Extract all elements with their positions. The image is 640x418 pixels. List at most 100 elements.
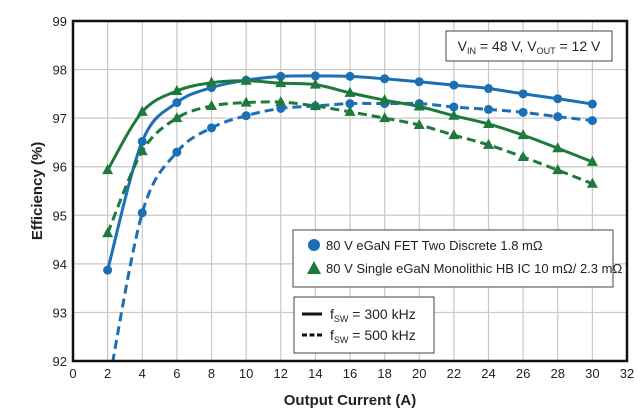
fsw-sub-1: SW: [334, 314, 349, 324]
data-point-circle: [587, 116, 597, 126]
data-point-triangle: [136, 105, 148, 116]
data-point-triangle: [240, 96, 252, 107]
y-axis-label: Efficiency (%): [29, 142, 46, 240]
data-point-triangle: [483, 138, 494, 149]
svg-text:fSW = 300 kHz: fSW = 300 kHz: [330, 306, 416, 324]
data-point-triangle: [379, 112, 391, 123]
x-tick-label: 22: [447, 366, 461, 381]
data-point-triangle: [102, 164, 114, 175]
x-tick-label: 4: [139, 366, 146, 381]
vin-sub: IN: [467, 46, 476, 56]
data-point-circle: [207, 123, 216, 133]
x-tick-label: 24: [481, 366, 495, 381]
data-point-circle: [172, 98, 182, 108]
data-point-circle: [276, 71, 286, 81]
data-point-circle: [484, 84, 493, 94]
data-point-triangle: [240, 74, 252, 85]
x-tick-label: 16: [343, 366, 357, 381]
x-tick-label: 20: [412, 366, 426, 381]
data-point-triangle: [448, 109, 460, 120]
data-point-triangle: [379, 94, 391, 105]
fsw-label-1: = 300 kHz: [348, 306, 415, 322]
data-point-triangle: [552, 142, 564, 153]
data-point-circle: [345, 71, 355, 81]
data-point-triangle: [171, 112, 183, 123]
data-point-circle: [345, 99, 355, 109]
data-point-triangle: [344, 105, 356, 116]
data-point-circle: [380, 74, 390, 84]
data-point-triangle: [275, 96, 287, 107]
data-point-triangle: [552, 164, 564, 175]
x-tick-label: 10: [239, 366, 253, 381]
y-tick-label: 98: [53, 63, 67, 78]
data-point-triangle: [309, 78, 321, 89]
data-point-circle: [553, 94, 563, 104]
data-point-circle: [449, 102, 459, 112]
svg-text:fSW = 500 kHz: fSW = 500 kHz: [330, 327, 416, 345]
x-tick-label: 12: [274, 366, 288, 381]
data-point-circle: [241, 111, 251, 121]
tick-labels: 0 2 4 6 8 10 12 14 16 18 20 22 24 26 28 30 3292939495969…: [53, 14, 635, 381]
x-tick-label: 14: [308, 366, 322, 381]
x-tick-label: 6: [173, 366, 180, 381]
fsw-label-2: = 500 kHz: [348, 327, 415, 343]
y-tick-label: 97: [53, 111, 67, 126]
x-tick-label: 0: [69, 366, 76, 381]
data-point-triangle: [586, 155, 598, 166]
conditions-annotation: VIN = 48 V, VOUT = 12 V: [445, 30, 613, 62]
data-point-circle: [553, 112, 563, 122]
frequency-legend: fSW = 300 kHz fSW = 500 kHz: [293, 296, 435, 354]
series-line-1: [111, 101, 593, 361]
data-point-circle: [103, 265, 113, 275]
data-point-circle: [484, 104, 493, 114]
fsw-sub-2: SW: [334, 335, 349, 345]
data-point-circle: [518, 89, 528, 99]
data-point-triangle: [586, 177, 598, 188]
data-point-triangle: [448, 129, 460, 140]
y-tick-label: 96: [53, 160, 67, 175]
data-point-triangle: [483, 117, 494, 128]
x-tick-label: 28: [551, 366, 565, 381]
y-tick-label: 92: [53, 354, 67, 369]
markers-group: [102, 71, 598, 275]
y-tick-label: 99: [53, 14, 67, 29]
legend-device-2: 80 V Single eGaN Monolithic HB IC 10 mΩ/…: [326, 261, 622, 276]
data-point-triangle: [136, 145, 148, 156]
fsw-prefix-2: f: [330, 327, 334, 343]
data-point-circle: [587, 99, 597, 109]
fsw-prefix-1: f: [330, 306, 334, 322]
data-point-triangle: [275, 77, 287, 88]
legend-triangle-marker: [307, 261, 321, 274]
data-point-triangle: [517, 129, 529, 140]
svg-text:VIN = 48 V, VOUT = 12 V: VIN = 48 V, VOUT = 12 V: [458, 38, 601, 56]
data-point-triangle: [206, 76, 217, 87]
data-point-triangle: [171, 84, 183, 95]
legend-device-1: 80 V eGaN FET Two Discrete 1.8 mΩ: [326, 238, 543, 253]
data-point-triangle: [102, 227, 114, 238]
y-tick-label: 95: [53, 208, 67, 223]
data-point-circle: [137, 208, 147, 218]
data-point-triangle: [517, 151, 529, 161]
x-tick-label: 30: [585, 366, 599, 381]
data-point-triangle: [206, 100, 217, 110]
vout-value: = 12 V: [556, 38, 601, 54]
data-point-circle: [518, 107, 528, 117]
data-point-triangle: [413, 100, 425, 111]
vin-value: = 48 V,: [476, 38, 527, 54]
data-point-circle: [137, 136, 147, 146]
x-tick-label: 2: [104, 366, 111, 381]
data-point-circle: [172, 147, 182, 157]
vout-sub: OUT: [537, 46, 557, 56]
plot-frame: [71, 19, 629, 363]
x-tick-label: 8: [208, 366, 215, 381]
data-point-circle: [310, 71, 320, 81]
data-point-circle: [414, 77, 424, 87]
x-tick-label: 18: [377, 366, 391, 381]
y-tick-label: 94: [53, 257, 67, 272]
x-tick-label: 32: [620, 366, 634, 381]
device-legend: 80 V eGaN FET Two Discrete 1.8 mΩ 80 V S…: [292, 229, 622, 288]
x-axis-label: Output Current (A): [284, 392, 416, 409]
legend-circle-marker: [308, 239, 320, 251]
vin-label: V: [458, 38, 468, 54]
